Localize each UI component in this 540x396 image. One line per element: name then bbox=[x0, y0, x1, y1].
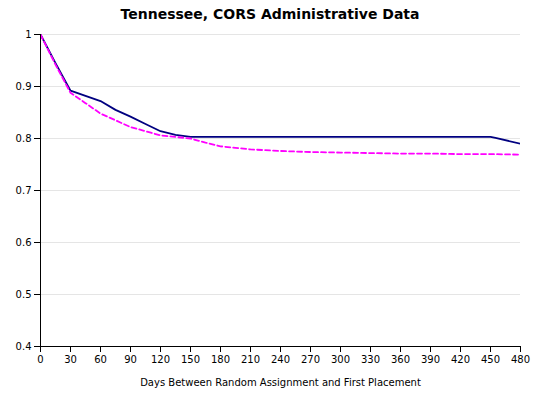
svg-text:0.8: 0.8 bbox=[16, 133, 32, 144]
svg-text:0.6: 0.6 bbox=[16, 237, 32, 248]
svg-text:0.7: 0.7 bbox=[16, 185, 32, 196]
svg-text:0.9: 0.9 bbox=[16, 81, 32, 92]
svg-text:300: 300 bbox=[331, 354, 350, 365]
svg-text:150: 150 bbox=[181, 354, 200, 365]
svg-text:270: 270 bbox=[301, 354, 320, 365]
svg-text:390: 390 bbox=[421, 354, 440, 365]
svg-text:1: 1 bbox=[25, 29, 31, 40]
svg-text:480: 480 bbox=[511, 354, 530, 365]
svg-text:0: 0 bbox=[37, 354, 43, 365]
svg-text:0.5: 0.5 bbox=[16, 289, 32, 300]
svg-text:60: 60 bbox=[94, 354, 107, 365]
svg-text:360: 360 bbox=[391, 354, 410, 365]
svg-text:30: 30 bbox=[64, 354, 77, 365]
svg-text:Days Between Random Assignment: Days Between Random Assignment and First… bbox=[140, 377, 421, 388]
svg-text:90: 90 bbox=[124, 354, 137, 365]
svg-text:330: 330 bbox=[361, 354, 380, 365]
svg-text:240: 240 bbox=[271, 354, 290, 365]
svg-text:210: 210 bbox=[241, 354, 260, 365]
svg-text:180: 180 bbox=[211, 354, 230, 365]
svg-text:120: 120 bbox=[151, 354, 170, 365]
svg-text:450: 450 bbox=[481, 354, 500, 365]
svg-text:0.4: 0.4 bbox=[16, 341, 32, 352]
html-text:Tennessee, CORS Administrative: Tennessee, CORS Administrative Data bbox=[120, 6, 420, 22]
svg-text:420: 420 bbox=[451, 354, 470, 365]
